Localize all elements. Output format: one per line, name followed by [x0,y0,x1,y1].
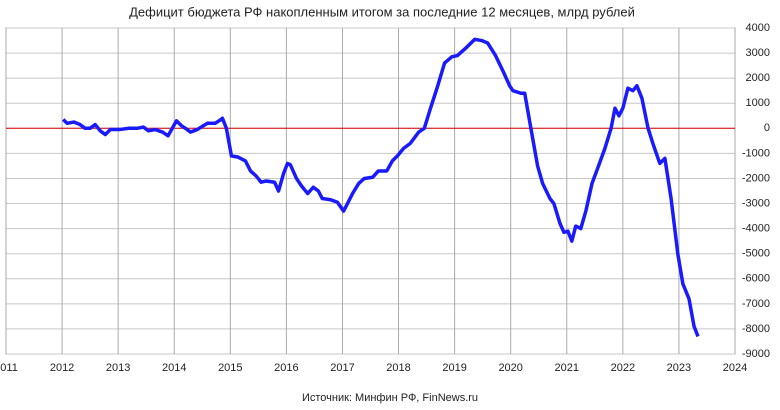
y-tick-label: -7000 [742,298,770,310]
y-tick-label: -1000 [742,147,770,159]
y-tick-label: 1000 [746,97,770,109]
data-line [61,37,700,338]
plot-area [5,27,736,355]
x-tick-label: 2020 [498,362,522,374]
y-tick-label: 3000 [746,47,770,59]
x-tick-label: 2023 [667,362,691,374]
chart-title: Дефицит бюджета РФ накопленным итогом за… [129,4,635,19]
y-tick-label: -9000 [742,348,770,360]
x-tick-label: 2012 [50,362,74,374]
x-tick-label: 2021 [555,362,579,374]
y-tick-label: -3000 [742,197,770,209]
x-tick-label: 2018 [386,362,410,374]
x-tick-label: 2024 [723,362,747,374]
y-tick-label: -6000 [742,273,770,285]
y-tick-label: 0 [764,122,770,134]
y-tick-label: -5000 [742,248,770,260]
x-tick-label: 2011 [0,362,18,374]
x-tick-label: 2015 [218,362,242,374]
y-tick-label: -2000 [742,172,770,184]
x-tick-label: 2017 [330,362,354,374]
x-tick-label: 2022 [611,362,635,374]
y-tick-label: -8000 [742,323,770,335]
source-note: Источник: Минфин РФ, FinNews.ru [302,392,478,404]
x-tick-label: 2014 [162,362,186,374]
x-tick-label: 2016 [274,362,298,374]
y-tick-label: -4000 [742,223,770,235]
y-tick-label: 4000 [746,22,770,34]
x-tick-label: 2019 [442,362,466,374]
y-tick-label: 2000 [746,72,770,84]
x-tick-label: 2013 [106,362,130,374]
